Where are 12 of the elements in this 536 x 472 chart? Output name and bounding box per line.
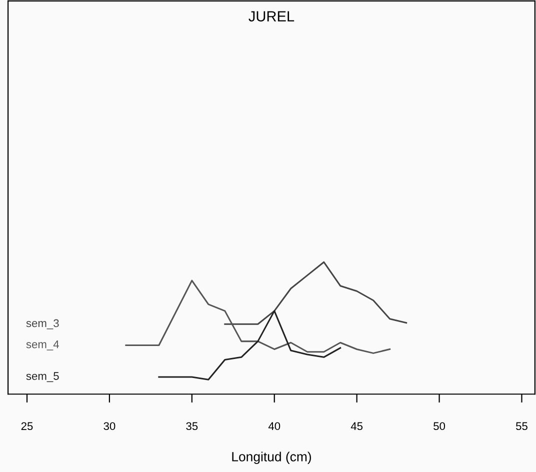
x-tick-label: 45 bbox=[350, 422, 363, 430]
x-tick-label: 50 bbox=[434, 422, 446, 430]
text: sem_4 bbox=[26, 340, 59, 350]
x-axis-title: Longitud (cm) bbox=[232, 452, 311, 464]
x-tick-label: 35 bbox=[186, 422, 198, 430]
text: sem_5 bbox=[26, 372, 59, 382]
x-tick-label: 30 bbox=[104, 422, 116, 430]
x-tick-label: 25 bbox=[21, 422, 33, 430]
text: sem_3 bbox=[26, 319, 59, 330]
chart-title: JUREL bbox=[248, 11, 294, 22]
x-tick-label: 55 bbox=[516, 422, 528, 430]
x-tick-label: 40 bbox=[268, 422, 280, 430]
